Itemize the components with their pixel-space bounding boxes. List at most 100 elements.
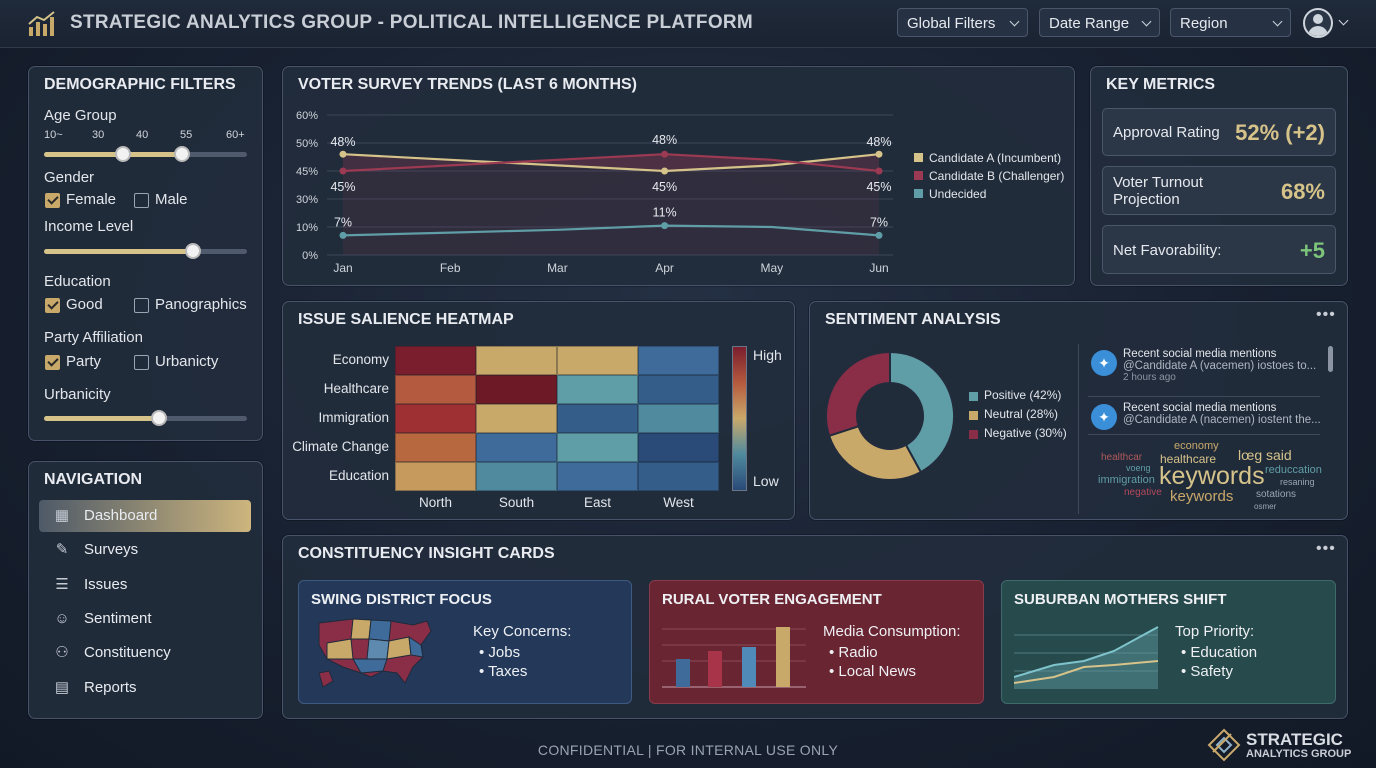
scale-low-label: Low [753,473,779,489]
heatmap-cell[interactable] [557,375,638,404]
legend-label[interactable]: Candidate A (Incumbent) [929,151,1061,165]
data-point [661,222,669,230]
nav-item-surveys[interactable]: ✎ Surveys [39,534,251,566]
nav-item-constituency[interactable]: ⚇ Constituency [39,637,251,669]
party-checkbox[interactable] [45,355,60,370]
male-checkbox[interactable] [134,193,149,208]
age-slider-min-handle[interactable] [115,146,131,162]
nav-item-sentiment[interactable]: ☺ Sentiment [39,603,251,635]
card-bullet: • Jobs [479,644,521,661]
nav-item-issues[interactable]: ☰ Issues [39,569,251,601]
global-filters-dropdown[interactable]: Global Filters [897,8,1028,37]
dropdown-label: Global Filters [907,15,996,32]
x-tick-label: Apr [655,261,674,275]
dashboard-icon: ▦ [54,507,70,524]
scrollbar-thumb[interactable] [1328,346,1333,372]
heatmap-cell[interactable] [638,346,719,375]
legend-label[interactable]: Undecided [929,187,986,201]
card-title: RURAL VOTER ENGAGEMENT [662,591,882,608]
heatmap-cell[interactable] [476,375,557,404]
metric-value: +5 [1299,238,1325,263]
data-label: 7% [870,215,888,229]
age-group-label: Age Group [44,107,117,124]
card-title: SWING DISTRICT FOCUS [311,591,492,608]
heatmap-cell[interactable] [638,404,719,433]
nav-item-reports[interactable]: ▤ Reports [39,672,251,704]
heatmap-cell[interactable] [638,462,719,491]
suburban-mothers-card[interactable]: SUBURBAN MOTHERS SHIFT Top Priority: • E… [1001,580,1336,704]
metric-label: Net Favorability: [1113,242,1222,259]
date-range-dropdown[interactable]: Date Range [1039,8,1160,37]
user-menu-chevron-icon[interactable] [1338,15,1349,26]
legend-swatch [969,411,978,420]
net-favorability-card[interactable]: Net Favorability: +5 [1102,225,1336,274]
voter-survey-line-chart: 60% 50% 45% 30% 10% 0% Jan Feb Mar Apr May Jun 48% 45… [296,110,1064,275]
voter-turnout-card[interactable]: Voter Turnout Projection 68% [1102,166,1336,215]
heatmap-cell[interactable] [476,346,557,375]
panel-title: DEMOGRAPHIC FILTERS [44,76,236,93]
metric-value: 68% [1280,179,1325,204]
heatmap-cell[interactable] [557,346,638,375]
heatmap-cell[interactable] [476,462,557,491]
legend-swatch [914,189,923,198]
x-tick-label: Jun [869,261,888,275]
legend-label: Positive (42%) [984,388,1062,402]
avatar[interactable] [1303,8,1333,38]
approval-rating-card[interactable]: Approval Rating 52% (+2) [1102,108,1336,156]
avatar-body [1308,26,1328,36]
urbanicty-checkbox[interactable] [134,355,149,370]
swing-district-card[interactable]: SWING DISTRICT FOCUS Key Concerns: • Job… [298,580,632,704]
rural-voter-card[interactable]: RURAL VOTER ENGAGEMENT Media Consumption… [649,580,984,704]
word-cloud-term: sotations [1256,489,1297,500]
heatmap-cell[interactable] [395,346,476,375]
legend-label[interactable]: Candidate B (Challenger) [929,169,1064,183]
urbanicity-slider-handle[interactable] [151,410,167,426]
people-icon: ⚇ [55,644,69,662]
heatmap-cell[interactable] [638,375,719,404]
donut-slice-1 [827,424,923,481]
area-chart-icon [1014,626,1159,689]
region-dropdown[interactable]: Region [1170,8,1291,37]
heatmap-col-label: East [583,495,611,510]
heatmap-cell[interactable] [395,433,476,462]
heatmap-cell[interactable] [557,433,638,462]
heatmap-cell[interactable] [476,433,557,462]
mention-item[interactable]: Recent social media mentions @Candidate … [1123,348,1363,383]
smiley-icon: ☺ [54,609,70,627]
heatmap-cell[interactable] [638,433,719,462]
more-options-icon[interactable]: ••• [1316,540,1336,557]
party-label: Party [66,353,102,370]
nav-item-label: Reports [84,678,137,696]
heatmap-cell[interactable] [395,404,476,433]
heatmap-cell[interactable] [476,404,557,433]
metric-label: Approval Rating [1113,124,1220,141]
heatmap-cell[interactable] [557,462,638,491]
heatmap-cell[interactable] [557,404,638,433]
avatar-head [1313,14,1323,24]
card-bullet: • Safety [1181,663,1233,680]
constituency-insights-panel: CONSTITUENCY INSIGHT CARDS ••• SWING DIS… [282,535,1348,719]
heatmap-row-label: Healthcare [323,381,389,396]
data-label: 45% [330,180,355,194]
data-label: 48% [330,135,355,149]
nav-item-dashboard[interactable]: ▦ Dashboard [39,500,251,532]
mention-item[interactable]: Recent social media mentions @Candidate … [1123,402,1363,426]
good-checkbox[interactable] [45,298,60,313]
female-checkbox[interactable] [45,193,60,208]
chevron-down-icon [1141,16,1152,27]
panographics-label: Panographics [155,296,247,313]
income-slider-handle[interactable] [185,243,201,259]
word-cloud-term: keywords [1170,488,1234,505]
education-label: Education [44,273,111,290]
card-bullet: • Taxes [479,663,528,680]
age-tick: 55 [180,129,193,141]
bar-chart-icon [662,627,806,688]
more-options-icon[interactable]: ••• [1316,306,1336,323]
age-slider-max-handle[interactable] [174,146,190,162]
heatmap-row-label: Immigration [318,410,389,425]
panographics-checkbox[interactable] [134,298,149,313]
heatmap-cell[interactable] [395,375,476,404]
mention-title: Recent social media mentions [1123,348,1277,360]
heatmap-cell[interactable] [395,462,476,491]
heatmap-row-label: Climate Change [292,439,389,454]
